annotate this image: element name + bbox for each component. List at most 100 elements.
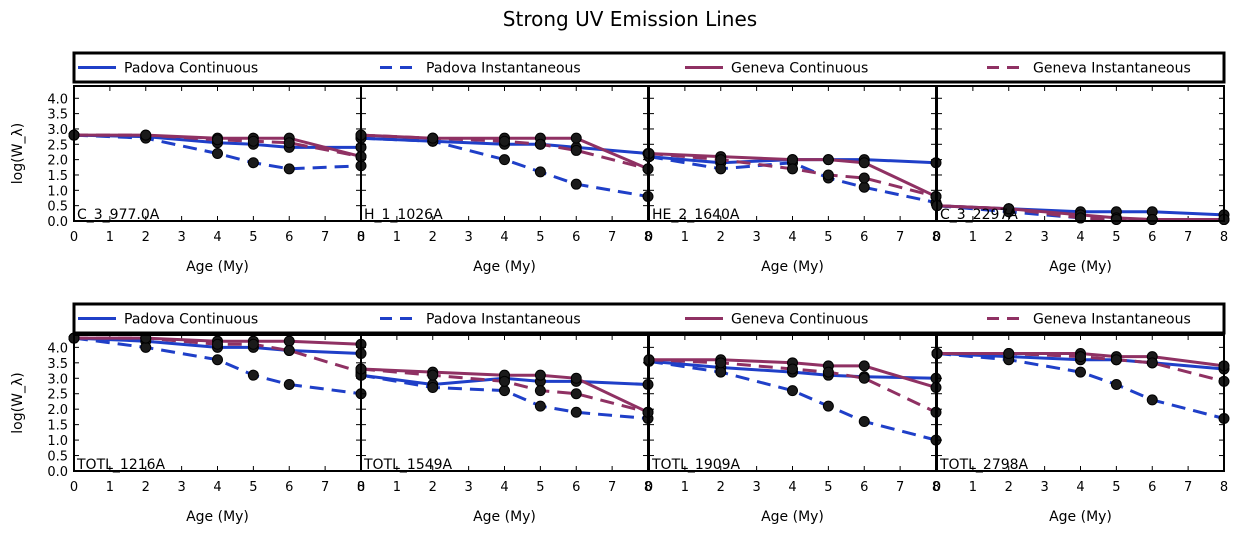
series-line-4 (74, 336, 361, 374)
series-line-3 (361, 367, 648, 414)
chart-panel-1: 0 1 2 3 4 5 6 7 8 0.00.51.01.52.02.53.03.54.0 C_3_… (10, 85, 367, 275)
x-tick-label: 2 (142, 230, 150, 245)
panel-label: TOTL_2798A (939, 457, 1029, 473)
y-tick-label: 1.5 (47, 169, 68, 184)
y-tick-label: 2.5 (47, 138, 68, 153)
series-line-1 (937, 352, 1224, 371)
series-line-2 (361, 136, 648, 198)
data-point (787, 154, 798, 166)
x-tick-label: 6 (1148, 480, 1156, 495)
chart-panel-7: 0 1 2 3 4 5 6 7 8 TOTL_1909A Age (My) (643, 334, 942, 525)
x-tick-label: 7 (608, 480, 616, 495)
data-point (1110, 354, 1122, 366)
y-tick-label: 0.0 (47, 215, 68, 230)
series-line-3 (361, 133, 648, 171)
data-point (858, 360, 870, 372)
legend-label: Geneva Continuous (731, 312, 868, 328)
series-line-2 (361, 373, 648, 420)
x-tick-label: 1 (393, 230, 401, 245)
x-tick-label: 3 (752, 480, 760, 495)
plot-area (74, 336, 361, 396)
x-tick-label: 7 (1184, 230, 1192, 245)
data-point (1075, 351, 1086, 363)
data-point (858, 157, 870, 169)
x-tick-label: 8 (644, 230, 652, 245)
panel-frame (360, 334, 649, 472)
x-tick-label: 4 (788, 480, 796, 495)
x-tick-label: 1 (969, 480, 977, 495)
data-point (140, 341, 152, 353)
x-tick-label: 3 (464, 230, 472, 245)
x-tick-label: 2 (142, 480, 150, 495)
x-tick-label: 0 (357, 480, 365, 495)
data-point (715, 366, 727, 378)
y-tick-label: 1.5 (47, 419, 68, 434)
data-point (1146, 357, 1158, 369)
x-tick-label: 2 (1005, 230, 1013, 245)
series-line-4 (937, 352, 1224, 383)
series-line-4 (937, 204, 1224, 221)
y-tick-label: 2.5 (47, 388, 68, 403)
x-tick-label: 8 (644, 480, 652, 495)
data-point (570, 406, 582, 418)
data-point (247, 157, 259, 169)
x-tick-label: 6 (285, 230, 293, 245)
x-axis-label: Age (My) (186, 259, 249, 275)
series-line-3 (649, 358, 936, 389)
data-point (427, 369, 439, 381)
series-line-3 (74, 336, 361, 346)
y-axis-label: log(W_λ) (10, 123, 26, 184)
x-tick-label: 1 (681, 230, 689, 245)
x-tick-label: 5 (249, 480, 257, 495)
x-tick-label: 1 (106, 480, 114, 495)
x-tick-label: 2 (717, 480, 725, 495)
x-tick-label: 0 (70, 480, 78, 495)
data-point (283, 335, 295, 347)
x-axis-label: Age (My) (761, 509, 824, 525)
legends: Padova Continuous Padova Instantaneous Gen… (72, 51, 1226, 335)
x-tick-label: 7 (896, 480, 904, 495)
data-point (427, 382, 439, 394)
x-axis-label: Age (My) (186, 509, 249, 525)
panel-frame (648, 334, 937, 472)
series-line-3 (937, 352, 1224, 368)
x-tick-label: 1 (106, 230, 114, 245)
data-point (499, 135, 510, 147)
panel-label: C_3_977.0A (77, 207, 160, 223)
chart-panel-8: 0 1 2 3 4 5 6 7 8 TOTL_2798A Age (My) (931, 334, 1230, 525)
x-tick-label: 5 (1112, 230, 1120, 245)
data-point (787, 163, 798, 175)
data-point (212, 338, 223, 350)
x-axis-label: Age (My) (761, 259, 824, 275)
x-tick-label: 0 (70, 230, 78, 245)
series-line-2 (74, 336, 361, 396)
x-tick-label: 6 (572, 480, 580, 495)
data-point (427, 132, 439, 144)
y-tick-label: 0.5 (47, 200, 68, 215)
x-tick-label: 6 (285, 480, 293, 495)
x-tick-label: 5 (824, 480, 832, 495)
x-tick-label: 4 (1076, 480, 1084, 495)
panel-label: H_1_1026A (364, 207, 443, 223)
series-line-2 (74, 133, 361, 171)
x-tick-label: 1 (969, 230, 977, 245)
data-point (1146, 394, 1158, 406)
x-tick-label: 4 (788, 230, 796, 245)
x-tick-label: 0 (933, 230, 941, 245)
data-point (283, 163, 295, 175)
x-tick-label: 6 (860, 230, 868, 245)
x-tick-label: 6 (860, 480, 868, 495)
x-axis-label: Age (My) (473, 259, 536, 275)
series-line-1 (649, 359, 936, 380)
x-tick-label: 0 (645, 480, 653, 495)
x-tick-label: 1 (393, 480, 401, 495)
data-point (499, 375, 510, 387)
x-tick-label: 2 (1005, 480, 1013, 495)
plot-area (937, 352, 1224, 420)
x-tick-label: 5 (536, 230, 544, 245)
panel-label: HE_2_1640A (652, 207, 740, 223)
x-tick-label: 5 (824, 230, 832, 245)
legend-label: Geneva Instantaneous (1033, 312, 1191, 328)
panel-frame (936, 85, 1225, 222)
